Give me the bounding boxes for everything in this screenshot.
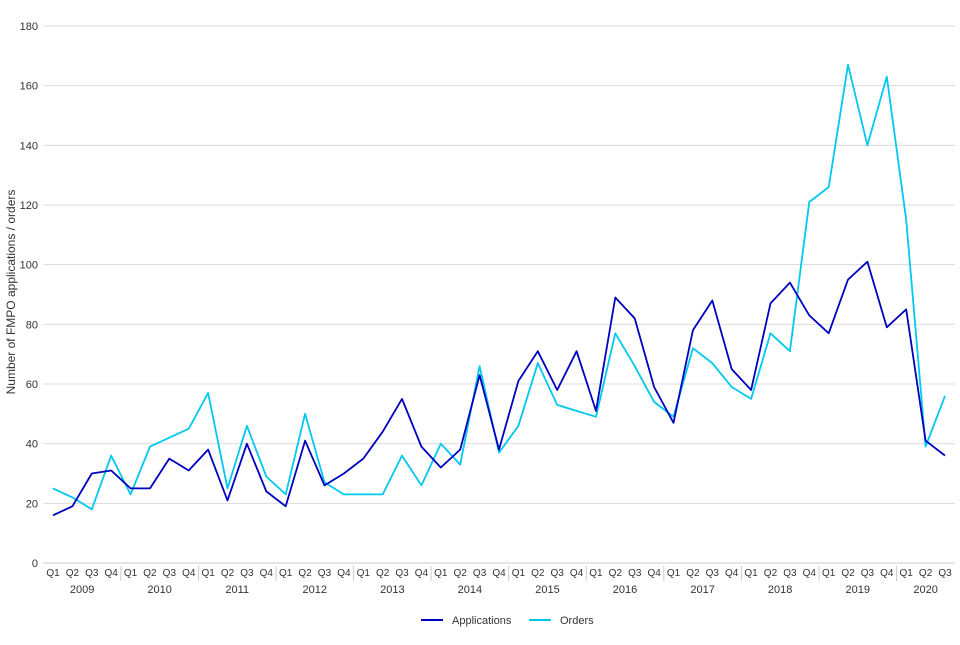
x-tick-label: Q1 — [46, 568, 60, 579]
y-tick-label: 160 — [20, 81, 38, 93]
x-year-label: 2018 — [768, 584, 792, 596]
x-tick-label: Q4 — [647, 568, 661, 579]
x-year-label: 2020 — [913, 584, 937, 596]
series-lines — [52, 63, 946, 517]
x-tick-label: Q1 — [667, 568, 681, 579]
x-year-label: 2017 — [690, 584, 714, 596]
x-year-label: 2013 — [380, 584, 404, 596]
x-tick-label: Q2 — [919, 568, 933, 579]
x-tick-label: Q2 — [764, 568, 778, 579]
y-tick-label: 80 — [26, 319, 38, 331]
x-year-label: 2014 — [458, 584, 482, 596]
x-tick-label: Q1 — [744, 568, 758, 579]
x-tick-label: Q2 — [454, 568, 468, 579]
y-tick-label: 0 — [32, 558, 38, 570]
legend-label-applications: Applications — [452, 615, 512, 627]
x-tick-label: Q2 — [609, 568, 623, 579]
gridlines — [43, 25, 955, 564]
y-tick-label: 20 — [26, 498, 38, 510]
x-year-label: 2011 — [225, 584, 249, 596]
x-tick-label: Q3 — [395, 568, 409, 579]
y-tick-label: 180 — [20, 21, 38, 33]
x-tick-label: Q4 — [182, 568, 196, 579]
x-tick-label: Q1 — [357, 568, 371, 579]
legend-label-orders: Orders — [560, 615, 594, 627]
x-year-label: 2016 — [613, 584, 637, 596]
x-tick-label: Q4 — [570, 568, 584, 579]
legend: Applications Orders — [421, 615, 594, 627]
x-tick-label: Q2 — [531, 568, 545, 579]
x-tick-label: Q1 — [279, 568, 293, 579]
x-tick-label: Q3 — [861, 568, 875, 579]
x-tick-label: Q2 — [841, 568, 855, 579]
x-tick-label: Q1 — [434, 568, 448, 579]
x-tick-label: Q4 — [880, 568, 894, 579]
x-year-label: 2009 — [70, 584, 94, 596]
y-tick-label: 120 — [20, 200, 38, 212]
x-tick-label: Q2 — [686, 568, 700, 579]
x-tick-label: Q2 — [221, 568, 235, 579]
x-tick-label: Q4 — [415, 568, 429, 579]
y-tick-label: 60 — [26, 379, 38, 391]
x-tick-label: Q3 — [473, 568, 487, 579]
x-tick-label: Q2 — [143, 568, 157, 579]
x-tick-label: Q3 — [628, 568, 642, 579]
x-tick-label: Q2 — [376, 568, 390, 579]
x-axis: Q1 Q2 Q3 Q4 2009 Q1 Q2 Q3 Q4 2010 Q1 Q2 Q3 Q4 2011 Q1 Q2… — [46, 566, 952, 596]
x-tick-label: Q3 — [783, 568, 797, 579]
y-axis-label: Number of FMPO applications / orders — [4, 190, 18, 395]
x-tick-label: Q4 — [725, 568, 739, 579]
y-axis: 0 20 40 60 80 100 120 140 160 180 — [20, 21, 38, 570]
y-tick-label: 100 — [20, 260, 38, 272]
x-year-label: 2015 — [535, 584, 559, 596]
x-tick-label: Q3 — [240, 568, 254, 579]
x-tick-label: Q1 — [124, 568, 138, 579]
x-tick-label: Q4 — [803, 568, 817, 579]
x-tick-label: Q1 — [589, 568, 603, 579]
x-tick-label: Q4 — [492, 568, 506, 579]
x-year-label: 2019 — [845, 584, 869, 596]
x-tick-label: Q1 — [822, 568, 836, 579]
x-tick-label: Q3 — [938, 568, 952, 579]
x-tick-label: Q3 — [318, 568, 332, 579]
series-line-orders — [52, 63, 946, 511]
x-tick-label: Q3 — [706, 568, 720, 579]
x-tick-label: Q2 — [298, 568, 312, 579]
x-tick-label: Q3 — [551, 568, 565, 579]
x-tick-label: Q3 — [163, 568, 177, 579]
x-tick-label: Q4 — [260, 568, 274, 579]
x-year-label: 2010 — [147, 584, 171, 596]
x-tick-label: Q3 — [85, 568, 99, 579]
x-tick-label: Q2 — [66, 568, 80, 579]
x-tick-label: Q1 — [900, 568, 914, 579]
series-line-applications — [52, 260, 946, 517]
y-tick-label: 140 — [20, 140, 38, 152]
x-tick-label: Q1 — [512, 568, 526, 579]
x-year-label: 2012 — [303, 584, 327, 596]
x-tick-label: Q4 — [337, 568, 351, 579]
x-tick-label: Q4 — [105, 568, 119, 579]
y-tick-label: 40 — [26, 439, 38, 451]
x-tick-label: Q1 — [201, 568, 215, 579]
